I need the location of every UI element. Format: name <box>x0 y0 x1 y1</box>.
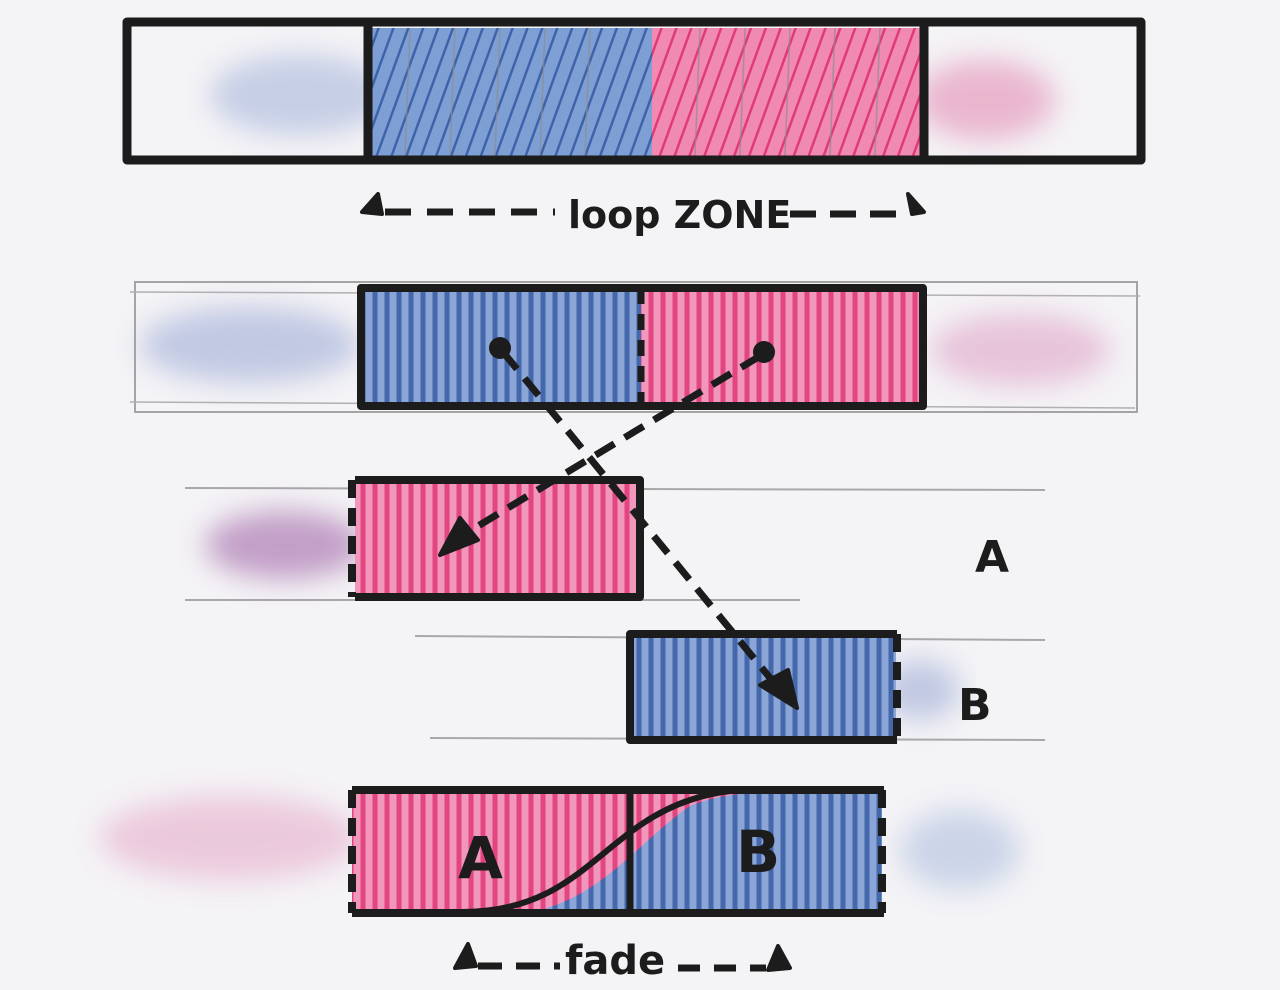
track-a-outline <box>355 476 644 601</box>
pink-smudge <box>930 314 1110 386</box>
fade-label: fade <box>565 938 665 984</box>
arrow-pink-to-a <box>466 353 762 535</box>
loop-zone-label: loop ZONE <box>568 193 791 237</box>
arrow-head-b <box>758 668 799 710</box>
blue-smudge <box>140 307 360 383</box>
track-b-label: B <box>958 680 992 731</box>
pink-smudge-right <box>915 60 1055 140</box>
track-a-segment-pink <box>355 484 638 594</box>
split-strip <box>129 281 1141 413</box>
blue-smudge-left <box>210 55 390 135</box>
pink-smudge <box>100 796 360 880</box>
split-segment-pink <box>641 292 919 402</box>
arrow-head-a <box>438 516 480 557</box>
loop-zone-strip <box>122 17 1146 165</box>
crossfade-a-label: A <box>458 824 503 892</box>
purple-smudge <box>205 511 365 579</box>
pencil-track-outline <box>134 281 1138 413</box>
crossfade-strip <box>100 786 1020 917</box>
blue-smudge <box>900 810 1020 890</box>
track-b-outline <box>626 630 897 744</box>
loop-segment-blue <box>372 28 652 156</box>
track-a <box>184 476 1046 601</box>
fade-span <box>453 942 792 972</box>
crossfade-segment-blue <box>530 791 882 912</box>
track-b <box>414 630 1046 744</box>
crossfade-b-label: B <box>736 818 780 886</box>
swap-arrows <box>438 337 799 710</box>
loop-strip-outline <box>122 17 1146 165</box>
track-a-label: A <box>975 532 1009 583</box>
pencil-ticks <box>404 27 881 157</box>
loop-zone-span <box>360 192 926 218</box>
arrow-blue-to-b <box>500 349 778 687</box>
